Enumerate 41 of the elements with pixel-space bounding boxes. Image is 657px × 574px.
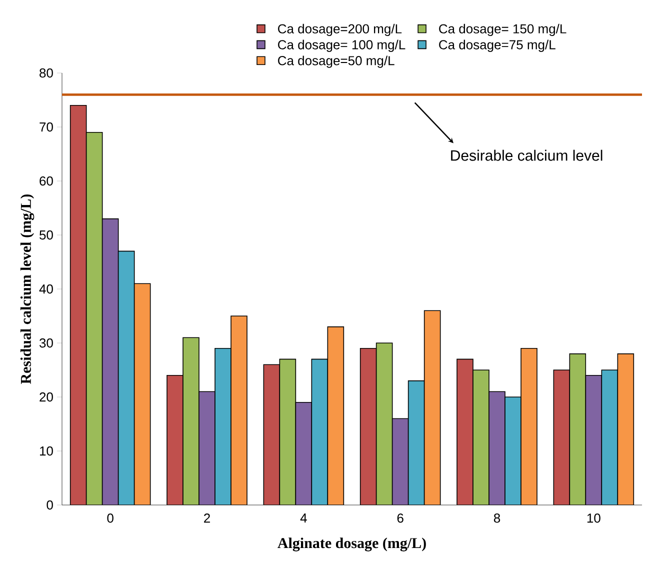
legend-label: Ca dosage= 100 mg/L [278, 40, 406, 52]
bar [408, 380, 425, 505]
ref-line-label: Desirable calcium level [451, 150, 602, 161]
bar [456, 358, 474, 505]
y-tick-label: 60 [40, 176, 53, 186]
x-tick-label: 2 [204, 514, 210, 523]
y-axis-title: Residual calcium level (mg/L) [20, 194, 34, 384]
x-tick-label: 10 [587, 514, 600, 523]
y-tick-label: 20 [40, 392, 53, 402]
bar [553, 370, 570, 505]
bar [214, 348, 232, 505]
legend-label: Ca dosage=75 mg/L [439, 40, 556, 52]
legend-label: Ca dosage=50 mg/L [278, 56, 394, 68]
y-tick-label: 10 [40, 446, 53, 456]
bar [360, 348, 377, 505]
bar [182, 337, 200, 505]
bar [166, 375, 184, 505]
legend-label: Ca dosage= 150 mg/L [439, 24, 566, 36]
y-tick-label: 80 [40, 68, 53, 78]
bar [504, 396, 522, 505]
bar [311, 358, 328, 505]
x-tick-label: 0 [107, 514, 114, 523]
y-tick-label: 40 [39, 284, 53, 294]
y-tick-label: 30 [40, 338, 53, 348]
bar [601, 370, 618, 505]
x-tick-label: 4 [300, 514, 307, 522]
y-tick-label: 0 [46, 500, 53, 510]
x-tick-label: 6 [397, 514, 404, 523]
bar [118, 250, 135, 505]
y-tick-label: 50 [40, 230, 53, 240]
bar [263, 364, 280, 505]
bar [376, 342, 393, 505]
bar [279, 358, 296, 505]
bar [472, 370, 490, 505]
x-tick-label: 8 [494, 514, 500, 523]
bar [70, 105, 87, 505]
x-axis-title: Alginate dosage (mg/L) [278, 538, 426, 552]
y-tick-label: 70 [40, 122, 53, 132]
bar [569, 353, 586, 505]
bar [86, 132, 103, 505]
legend-label: Ca dosage=200 mg/L [278, 24, 402, 36]
